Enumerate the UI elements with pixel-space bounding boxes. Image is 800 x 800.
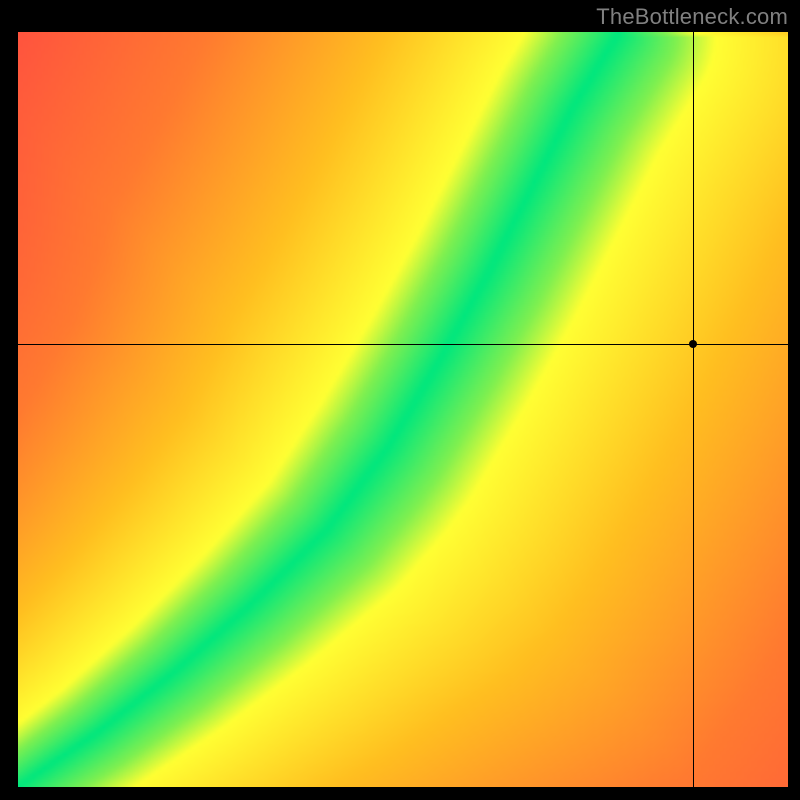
watermark-text: TheBottleneck.com [596, 4, 788, 30]
heatmap-plot [18, 32, 788, 787]
heatmap-canvas [18, 32, 788, 787]
crosshair-vertical [693, 32, 694, 787]
crosshair-horizontal [18, 344, 788, 345]
crosshair-point [689, 340, 697, 348]
